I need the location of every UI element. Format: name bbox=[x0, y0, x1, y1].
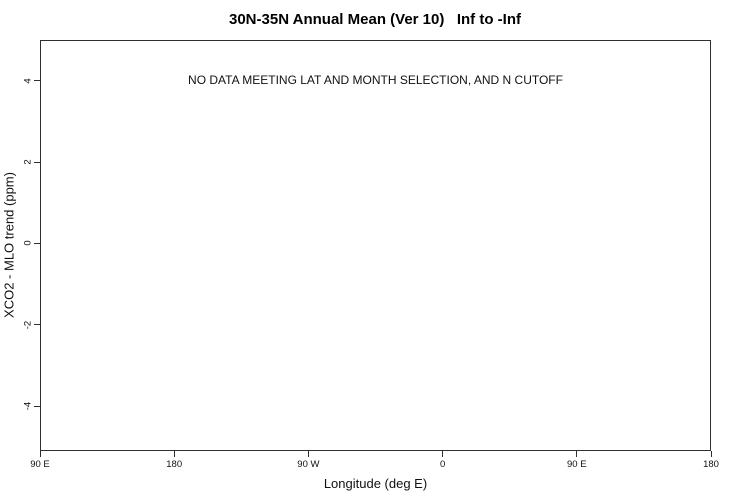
x-axis-tick bbox=[173, 451, 175, 457]
x-axis-tick-label: 180 bbox=[703, 459, 719, 470]
y-axis-tick-label: 2 bbox=[22, 159, 34, 165]
y-axis-tick bbox=[34, 242, 40, 244]
x-axis-tick bbox=[710, 451, 712, 457]
x-axis-tick-label: 90 W bbox=[297, 459, 320, 470]
y-axis-tick bbox=[34, 324, 40, 326]
x-axis-tick-label: 90 E bbox=[567, 459, 587, 470]
plot-area bbox=[40, 40, 711, 451]
y-axis-tick bbox=[34, 405, 40, 407]
y-axis-tick bbox=[34, 161, 40, 163]
x-axis-tick-label: 0 bbox=[439, 459, 446, 470]
y-axis-tick-label: -4 bbox=[22, 402, 34, 411]
y-axis-tick bbox=[34, 80, 40, 82]
chart-title: 30N-35N Annual Mean (Ver 10) Inf to -Inf bbox=[229, 11, 521, 28]
y-axis-label: XCO2 - MLO trend (ppm) bbox=[1, 172, 17, 318]
y-axis-tick-label: -2 bbox=[22, 320, 34, 330]
x-axis-tick-label: 90 E bbox=[30, 459, 50, 470]
x-axis-tick bbox=[307, 451, 309, 457]
y-axis-tick-label: 0 bbox=[22, 240, 34, 247]
x-axis-tick-label: 180 bbox=[166, 459, 183, 470]
x-axis-tick bbox=[442, 451, 444, 457]
no-data-annotation: NO DATA MEETING LAT AND MONTH SELECTION,… bbox=[188, 73, 563, 87]
x-axis-tick bbox=[576, 451, 578, 457]
y-axis-tick-label: 4 bbox=[22, 78, 34, 84]
x-axis-tick bbox=[39, 451, 41, 457]
x-axis-label: Longitude (deg E) bbox=[323, 476, 428, 491]
